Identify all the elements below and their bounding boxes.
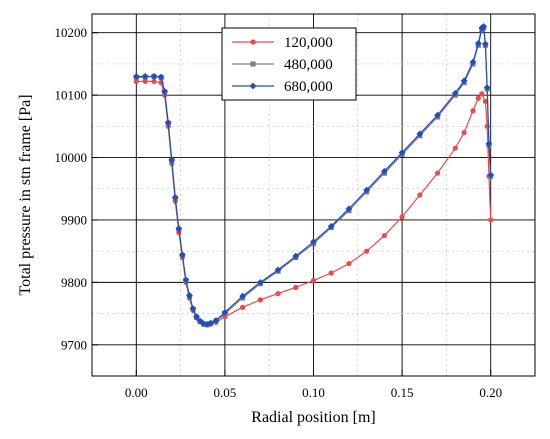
data-point [469,58,477,66]
data-point [178,251,186,259]
data-point [310,277,317,284]
x-tick-label: 0.15 [391,385,414,400]
data-point [460,77,468,85]
data-point [363,186,371,194]
data-point [452,145,458,151]
data-point [182,276,190,284]
data-point [293,284,299,290]
data-point [474,39,482,47]
data-point [142,78,148,85]
series-line [136,25,492,325]
data-point [487,171,495,179]
data-point [434,111,441,119]
data-point [171,194,179,201]
data-point [479,91,485,97]
data-point [257,297,263,303]
data-point [141,73,149,80]
legend-marker [249,82,257,90]
data-point [310,238,317,246]
data-point [150,73,158,80]
data-point [164,119,172,126]
data-point [256,278,264,286]
x-tick-label: 0.10 [302,385,325,400]
data-point [175,225,183,233]
data-point [193,313,200,321]
data-point [482,40,489,48]
x-tick-label: 0.20 [479,385,502,400]
data-point [381,232,387,239]
legend-label: 480,000 [284,57,333,73]
x-tick-label: 0.05 [214,385,237,400]
ticks: 0.00 0.05 0.10 0.15 0.20 9700 9800 9900 10000 101… [55,25,503,400]
data-point [483,84,491,92]
data-point [189,305,197,312]
legend-item: 680,000 [232,79,333,95]
data-point [132,73,140,80]
data-point [157,73,165,81]
y-tick-label: 10100 [55,88,88,103]
legend-marker [250,39,256,45]
data-point [274,266,282,274]
data-point [151,78,157,85]
data-point [328,270,334,276]
data-point [381,167,388,175]
data-point [398,149,406,156]
legend-label: 680,000 [284,79,333,95]
y-axis-title: Total pressure in stn frame [Pa] [17,94,34,295]
data-point [480,23,487,30]
data-point [482,98,488,104]
legend-label: 120,000 [284,35,333,51]
data-point [416,130,424,138]
data-point [221,308,229,316]
data-point [364,248,370,254]
data-point [275,291,281,297]
data-point [345,205,353,213]
data-point [240,304,246,310]
y-tick-label: 10000 [55,150,88,165]
data-point [186,292,193,299]
data-point [434,170,441,176]
data-point [485,140,493,148]
legend-item: 480,000 [232,57,333,73]
data-point [346,261,352,267]
legend-marker [250,61,256,67]
legend-item: 120,000 [232,35,333,51]
y-tick-label: 9900 [61,212,87,227]
data-point [417,192,423,198]
data-point [451,89,459,97]
data-point [239,292,246,300]
series-layer [132,23,495,328]
legend: 120,000 480,000 680,000 [221,27,357,101]
data-point [168,156,176,164]
data-point [475,95,481,101]
data-point [399,214,405,220]
data-point [161,88,169,95]
data-point [488,217,494,223]
y-tick-label: 9800 [61,275,87,290]
y-tick-label: 10200 [55,25,88,40]
data-point [292,252,300,260]
y-tick-label: 9700 [61,337,87,352]
data-point [207,319,215,327]
data-point [461,129,467,136]
x-tick-label: 0.00 [125,385,148,400]
x-axis-title: Radial position [m] [251,409,375,426]
series-3 [132,23,495,328]
data-point [327,222,335,230]
data-point [212,317,220,324]
data-point [470,108,476,114]
